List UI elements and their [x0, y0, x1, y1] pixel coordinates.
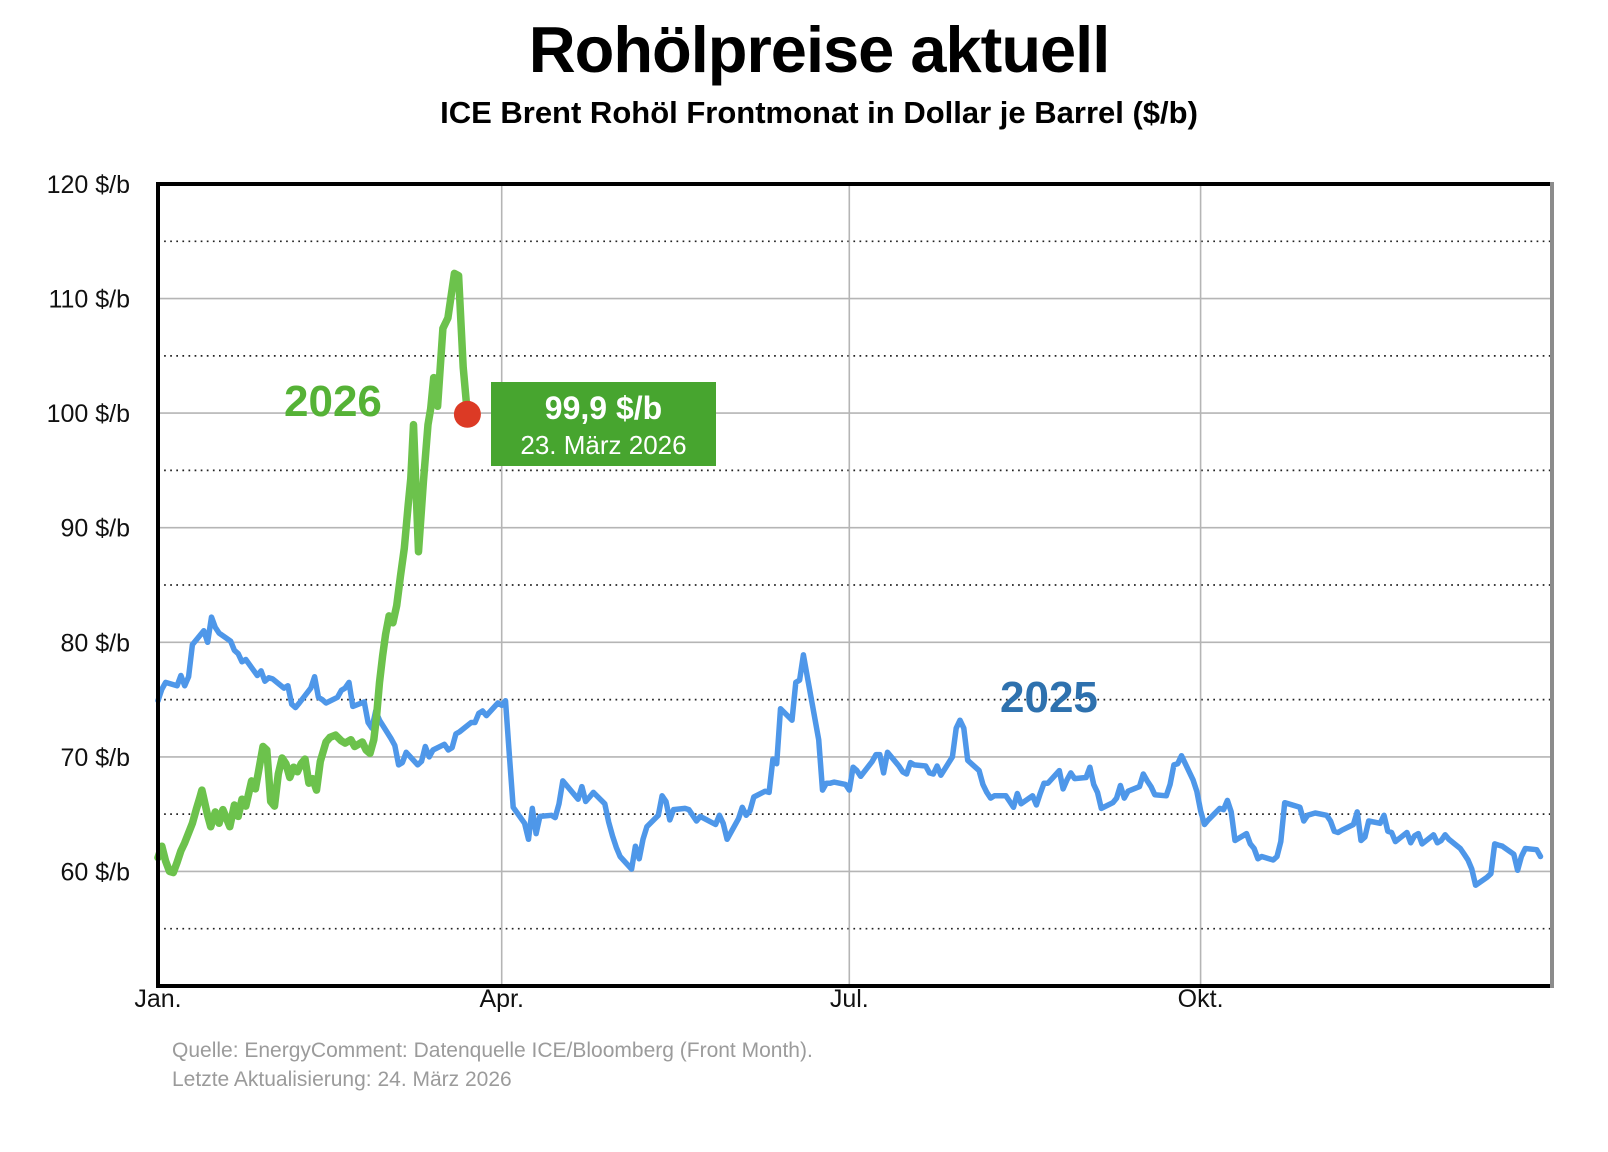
series-2026-inline-label: 2026: [284, 377, 382, 426]
series-2026-line: [154, 269, 472, 877]
latest-price-callout: 99,9 $/b 23. März 2026: [491, 382, 716, 466]
y-axis-tick-label: 120 $/b: [47, 171, 130, 199]
y-axis-tick-label: 100 $/b: [47, 400, 130, 428]
y-axis-tick-label: 90 $/b: [60, 515, 130, 543]
y-axis-tick-label: 70 $/b: [60, 744, 130, 772]
y-axis-tick-label: 110 $/b: [48, 286, 130, 314]
x-axis-tick-label: Jul.: [830, 985, 869, 1013]
page-title: Rohölpreise aktuell: [528, 13, 1111, 86]
latest-price-value: 99,9 $/b: [544, 390, 663, 426]
updated-line: Letzte Aktualisierung: 24. März 2026: [172, 1068, 512, 1091]
y-axis-tick-label: 60 $/b: [60, 858, 130, 886]
x-axis-tick-label: Apr.: [479, 985, 523, 1013]
latest-price-date: 23. März 2026: [520, 430, 687, 461]
x-axis-tick-label: Okt.: [1178, 985, 1224, 1013]
chart-header: Rohölpreise aktuell ICE Brent Rohöl Fron…: [30, 14, 1608, 130]
page-subtitle: ICE Brent Rohöl Frontmonat in Dollar je …: [440, 94, 1198, 130]
x-axis-tick-label: Jan.: [134, 985, 181, 1013]
latest-point-marker: [453, 400, 481, 428]
source-line: Quelle: EnergyComment: Datenquelle ICE/B…: [172, 1039, 813, 1062]
series-2025-inline-label: 2025: [1000, 673, 1098, 722]
y-axis-tick-label: 80 $/b: [60, 629, 130, 657]
series-2025-line: [155, 614, 1544, 888]
source-note: Quelle: EnergyComment: Datenquelle ICE/B…: [172, 1036, 813, 1094]
